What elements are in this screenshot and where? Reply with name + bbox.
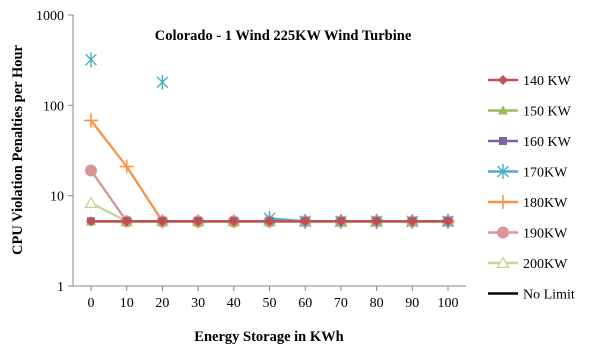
data-point <box>335 216 346 227</box>
legend-item: 180KW <box>488 195 568 211</box>
data-point <box>228 216 239 227</box>
y-tick-label: 1000 <box>36 9 64 24</box>
data-point <box>119 159 134 174</box>
data-point <box>300 216 311 227</box>
data-point <box>264 216 275 227</box>
legend-marker <box>496 195 510 209</box>
legend-label: 180KW <box>523 196 568 211</box>
chart-title: Colorado - 1 Wind 225KW Wind Turbine <box>155 28 412 44</box>
y-tick-label: 100 <box>43 99 64 114</box>
y-tick-label: 10 <box>50 190 64 205</box>
legend-item: 200KW <box>488 256 568 272</box>
x-tick-label: 50 <box>263 296 277 311</box>
legend-item: 160 KW <box>488 135 572 150</box>
data-point <box>85 164 97 177</box>
legend-marker <box>498 75 508 85</box>
legend-item: 190KW <box>488 226 568 242</box>
legend: 140 KW 150 KW 160 KW 170KW 180KW 190KW 200KW No… <box>488 74 575 303</box>
legend-label: 140 KW <box>523 74 572 89</box>
data-point <box>84 196 98 209</box>
legend-label: 160 KW <box>523 135 572 150</box>
plot-area: 1 10 100 1000 0 10 20 30 40 50 60 70 80 90 100 <box>36 9 466 311</box>
data-point <box>157 216 168 227</box>
legend-marker <box>496 256 510 269</box>
x-tick-label: 80 <box>370 296 384 311</box>
data-point <box>371 216 382 227</box>
x-axis-title: Energy Storage in KWh <box>194 329 343 345</box>
legend-label: 200KW <box>523 257 568 272</box>
legend-marker <box>497 164 509 179</box>
series-line-segment <box>89 169 128 223</box>
x-tick-label: 30 <box>191 296 205 311</box>
legend-label: 170KW <box>523 166 568 181</box>
x-tick-label: 40 <box>227 296 241 311</box>
legend-item: 150 KW <box>488 105 572 120</box>
data-point <box>193 216 204 227</box>
series-140-kw <box>86 216 453 227</box>
x-tick-label: 100 <box>438 296 459 311</box>
y-tick-label: 1 <box>57 280 64 295</box>
y-axis-title: CPU Violation Penalties per Hour <box>10 44 26 255</box>
legend-item: 170KW <box>488 164 568 181</box>
data-point <box>121 216 132 227</box>
data-point <box>85 52 97 68</box>
legend-marker <box>499 137 507 145</box>
legend-label: 190KW <box>523 227 568 242</box>
series-line-segment <box>89 119 128 168</box>
data-point <box>86 216 96 227</box>
x-tick-label: 0 <box>88 296 95 311</box>
data-point <box>84 113 98 128</box>
legend-label: 150 KW <box>523 105 572 120</box>
x-tick-label: 70 <box>334 296 348 311</box>
legend-item: 140 KW <box>488 74 572 89</box>
legend-label: No Limit <box>523 288 575 303</box>
series-layer <box>84 52 455 229</box>
x-ticks: 0 10 20 30 40 50 60 70 80 90 100 <box>88 286 459 311</box>
x-tick-label: 10 <box>120 296 134 311</box>
x-tick-label: 90 <box>405 296 419 311</box>
series-line-segment <box>125 165 164 223</box>
x-tick-label: 20 <box>155 296 169 311</box>
y-ticks: 1 10 100 1000 <box>36 9 73 295</box>
series-line-segment <box>89 201 128 223</box>
data-point <box>156 74 169 90</box>
legend-marker <box>497 226 509 239</box>
data-point <box>443 216 453 227</box>
legend-marker <box>498 105 508 115</box>
data-point <box>407 216 418 227</box>
legend-item: No Limit <box>488 288 575 303</box>
x-tick-label: 60 <box>298 296 312 311</box>
